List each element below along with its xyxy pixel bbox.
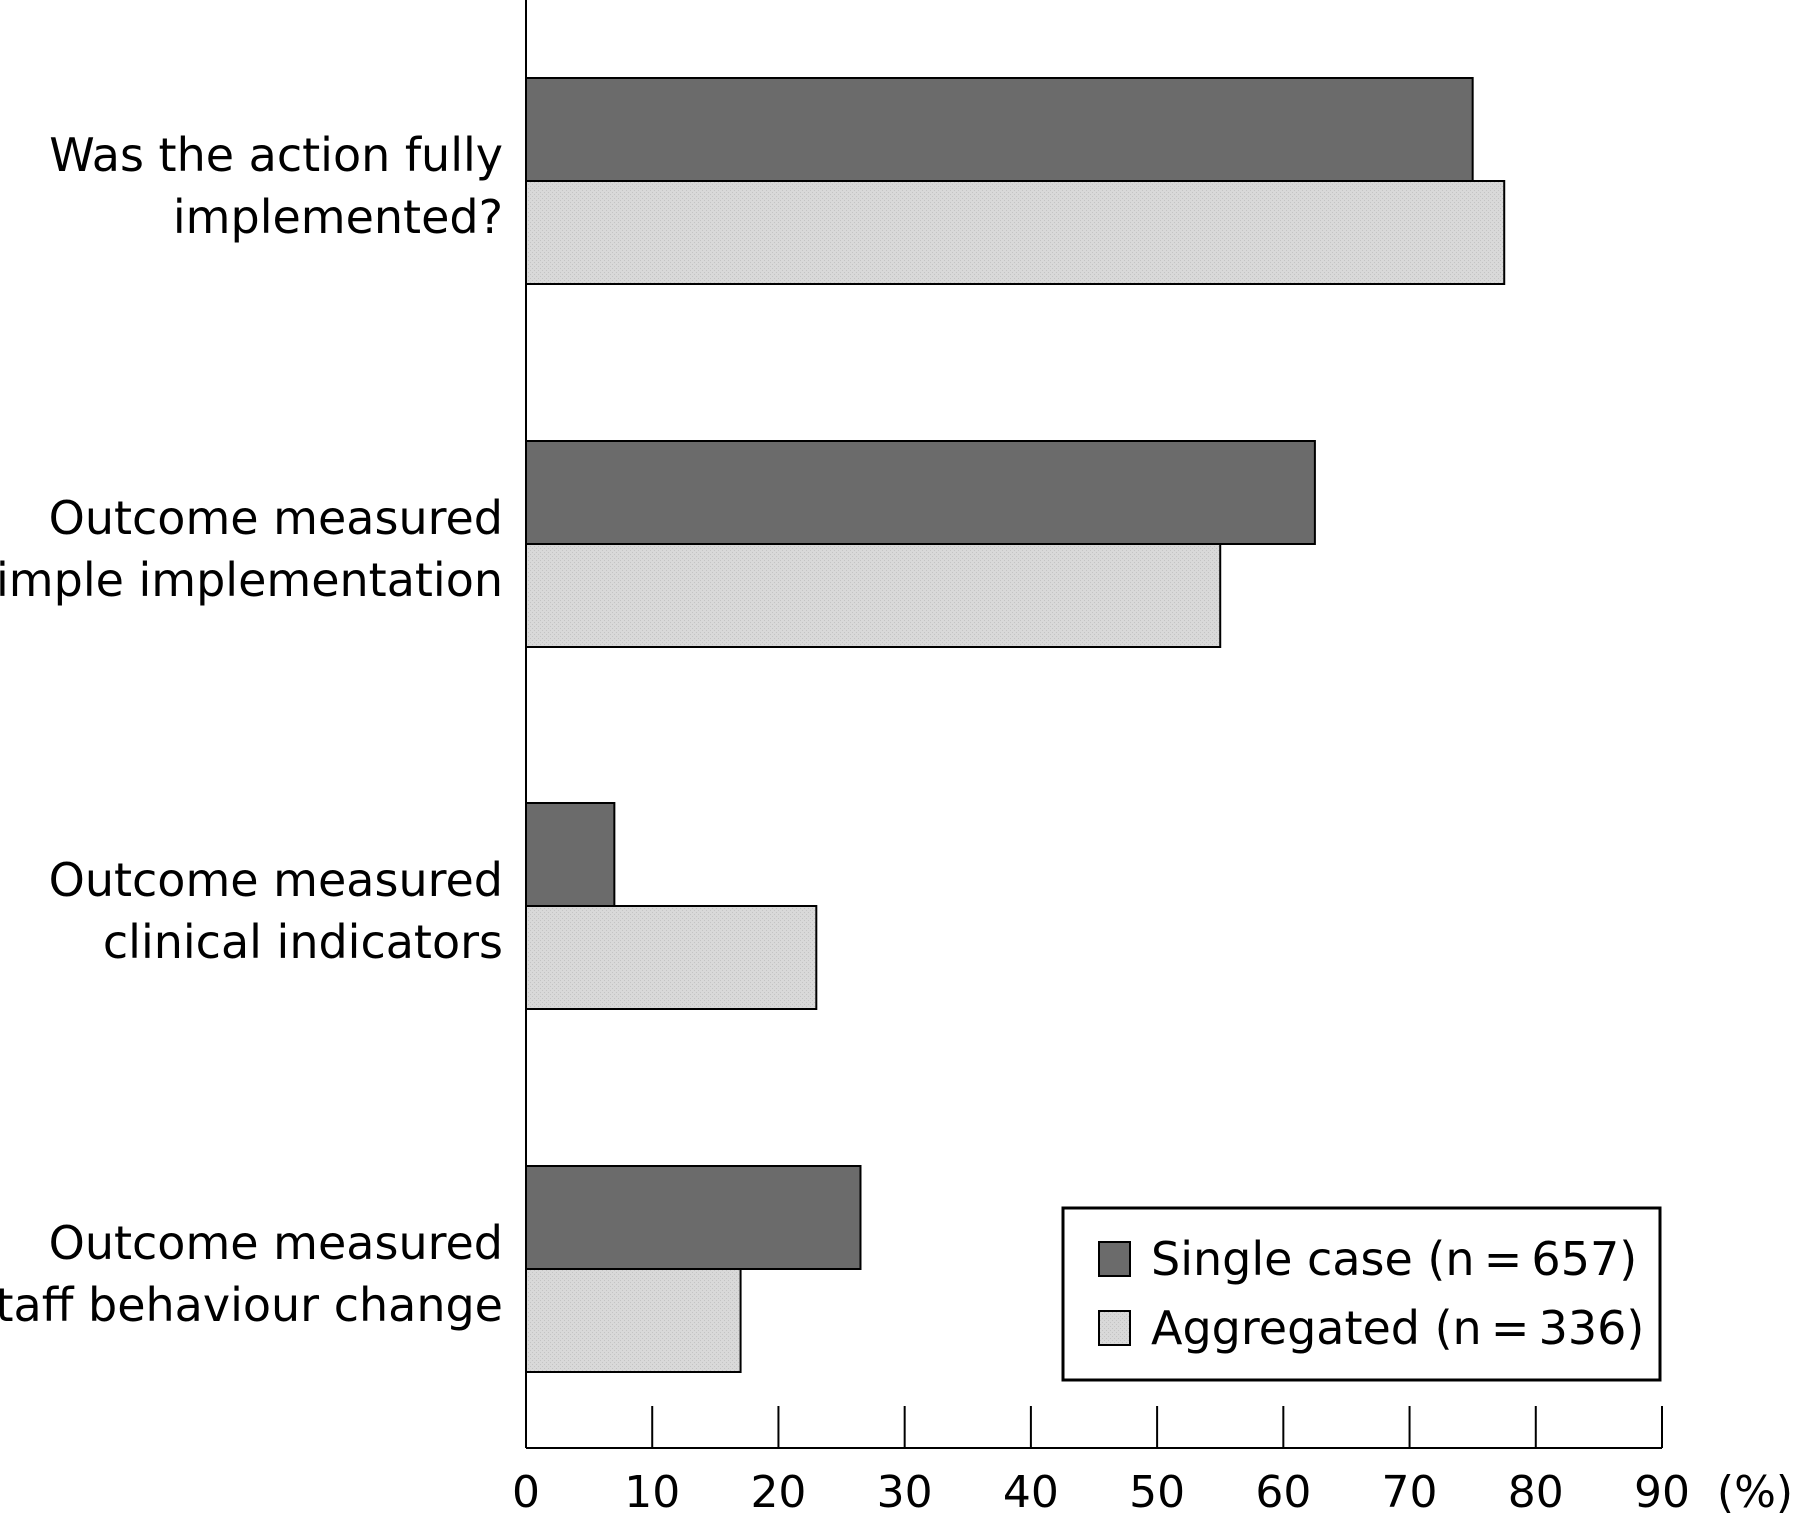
category-label-2-line-1: clinical indicators (103, 915, 503, 969)
x-tick-label-10: 10 (624, 1467, 680, 1518)
x-tick-label-40: 40 (1003, 1467, 1059, 1518)
legend-swatch-single-case (1098, 1241, 1131, 1277)
x-tick-label-80: 80 (1508, 1467, 1564, 1518)
bars-layer (525, 77, 1506, 1373)
x-tick-label-60: 60 (1255, 1467, 1311, 1518)
category-label-0-line-1: implemented? (173, 190, 503, 244)
x-tick-label-50: 50 (1129, 1467, 1185, 1518)
bar-single-case-1 (525, 440, 1316, 545)
x-tick-label-20: 20 (750, 1467, 806, 1518)
axes: 0 10 20 30 40 50 60 70 80 90 (%) (512, 0, 1793, 1518)
legend-label-aggregated: Aggregated (n = 336) (1151, 1301, 1644, 1355)
category-labels: Was the action fully implemented? Outcome … (0, 128, 503, 1332)
x-tick-label-30: 30 (877, 1467, 933, 1518)
category-label-1-line-1: simple implementation (0, 553, 503, 607)
category-label-3-line-0: Outcome measured (49, 1216, 503, 1270)
bar-aggregated-0 (525, 180, 1506, 285)
bar-aggregated-3 (525, 1268, 742, 1373)
bar-single-case-2 (525, 802, 616, 907)
legend-swatch-aggregated (1098, 1310, 1131, 1346)
x-axis-unit: (%) (1717, 1467, 1793, 1518)
legend-label-single-case: Single case (n = 657) (1151, 1232, 1637, 1286)
category-label-1-line-0: Outcome measured (49, 491, 503, 545)
x-tick-label-70: 70 (1382, 1467, 1438, 1518)
category-label-2-line-0: Outcome measured (49, 853, 503, 907)
x-tick-label-0: 0 (512, 1467, 540, 1518)
category-label-0-line-0: Was the action fully (49, 128, 503, 182)
bar-single-case-0 (525, 77, 1474, 182)
bar-aggregated-1 (525, 543, 1222, 648)
legend: Single case (n = 657) Aggregated (n = 336… (1061, 1206, 1662, 1382)
bar-aggregated-2 (525, 905, 818, 1010)
bar-single-case-3 (525, 1165, 862, 1270)
legend-box (1061, 1206, 1662, 1382)
x-tick-label-90: 90 (1634, 1467, 1690, 1518)
category-label-3-line-1: staff behaviour change (0, 1278, 503, 1332)
